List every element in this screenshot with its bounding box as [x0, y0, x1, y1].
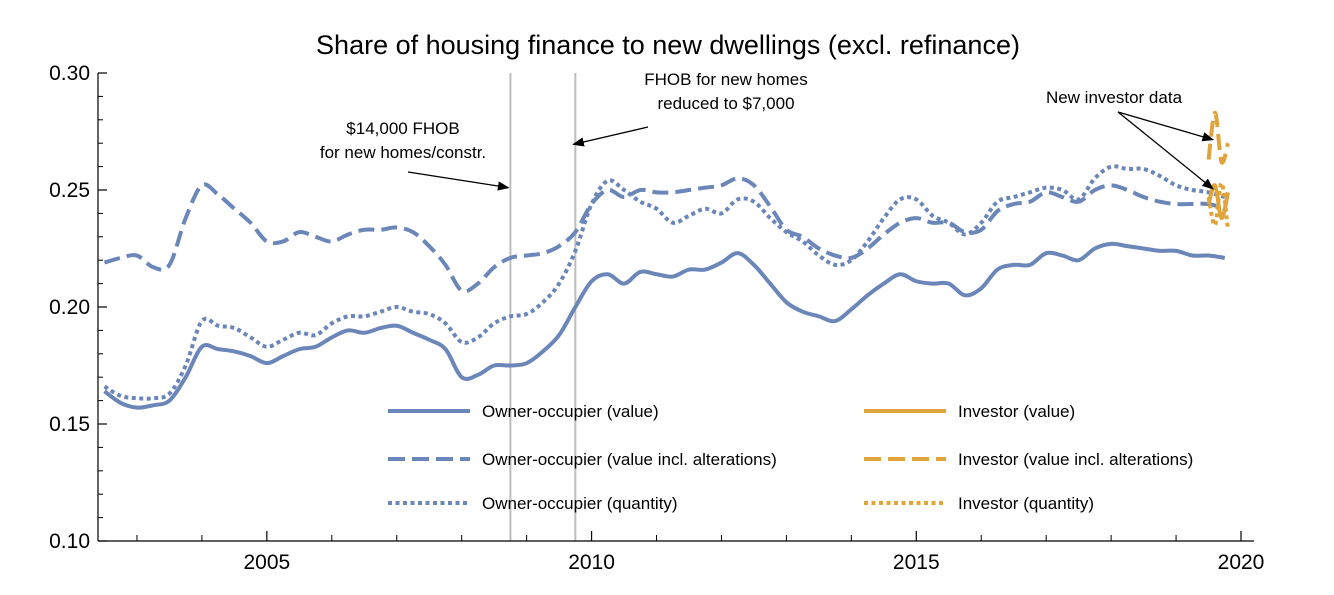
series-line-investor-quantity	[1206, 180, 1231, 231]
annotation-text: for new homes/constr.	[320, 143, 486, 162]
series-line-owner-occupier-quantity	[103, 164, 1226, 401]
chart-title: Share of housing finance to new dwelling…	[316, 30, 1020, 60]
annotation-arrow	[572, 126, 649, 147]
y-tick-label: 0.15	[49, 413, 90, 436]
x-tick-label: 2010	[568, 551, 615, 574]
y-tick-label: 0.25	[49, 179, 90, 202]
annotation-text: reduced to $7,000	[657, 94, 794, 113]
legend-label: Investor (value incl. alterations)	[958, 450, 1193, 469]
x-tick-label: 2020	[1218, 551, 1265, 574]
annotation-arrow	[407, 171, 510, 191]
legend-label: Owner-occupier (value incl. alterations)	[482, 450, 777, 469]
annotation-arrow	[1117, 111, 1215, 142]
legend-label: Investor (quantity)	[958, 494, 1094, 513]
series-line-investor-value-incl-alterations	[1206, 110, 1230, 165]
series-line-owner-occupier-value	[103, 241, 1226, 410]
legend-label: Owner-occupier (quantity)	[482, 494, 678, 513]
y-tick-label: 0.30	[49, 62, 90, 85]
x-tick-label: 2015	[893, 551, 940, 574]
legend-label: Investor (value)	[958, 402, 1075, 421]
y-tick-label: 0.10	[49, 530, 90, 553]
series-line-owner-occupier-value-incl-alterations	[103, 176, 1226, 294]
axes: 0.10 0.15 0.20 0.25 0.30 2005 2010 2015 2020	[49, 62, 1264, 574]
annotation-arrow	[1117, 111, 1214, 190]
x-tick-label: 2005	[243, 551, 290, 574]
y-tick-label: 0.20	[49, 296, 90, 319]
legend-label: Owner-occupier (value)	[482, 402, 659, 421]
annotations: $14,000 FHOB for new homes/constr. FHOB fo…	[320, 70, 1215, 191]
annotation-text: FHOB for new homes	[644, 70, 807, 89]
series-group	[103, 110, 1231, 410]
annotation-text: $14,000 FHOB	[346, 119, 459, 138]
legend: Owner-occupier (value) Owner-occupier (va…	[388, 402, 1193, 513]
annotation-text: New investor data	[1046, 88, 1183, 107]
